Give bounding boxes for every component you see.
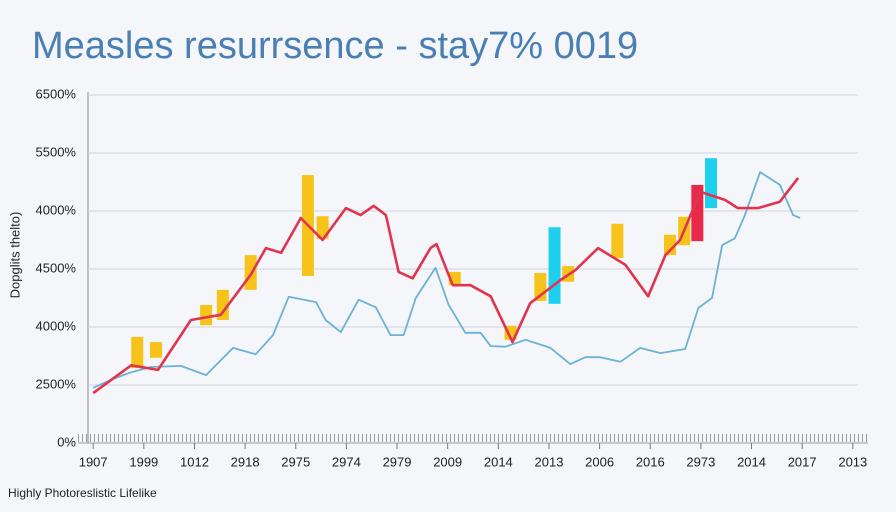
x-tick-label: 2013 [838,454,867,469]
series-line [92,171,801,389]
series-line [92,177,800,395]
x-tick-label: 1012 [180,454,209,469]
y-tick-label: 6500% [36,86,77,101]
x-tick-label: 2979 [383,454,412,469]
x-tick-label: 2017 [788,454,817,469]
footer: Highly Photoreslistic Lifelike [8,486,157,500]
x-tick-label: 2013 [535,454,564,469]
range-bar [149,342,162,358]
x-tick-label: 2974 [332,454,361,469]
range-bar [200,304,213,326]
x-tick-label: 2973 [686,454,715,469]
range-bar [216,289,229,321]
y-tick-label: 4500% [36,260,77,275]
x-tick-label: 1907 [79,454,108,469]
x-tick-label: 2016 [636,454,665,469]
range-bar [316,216,329,239]
range-bar [663,234,676,256]
y-tick-label: 4000% [36,202,77,217]
y-tick-label: 2500% [36,376,77,391]
range-bar [611,223,624,258]
range-bar [705,158,718,209]
y-tick-label: 5500% [36,144,77,159]
x-tick-label: 2014 [484,454,513,469]
x-tick-label: 2006 [585,454,614,469]
range-bar [548,227,561,304]
range-bar [691,184,704,242]
y-tick-label: 0% [57,434,76,449]
chart-title: Measles resurrsence - stay7% 0019 [32,25,638,67]
x-tick-label: 2975 [281,454,310,469]
x-tick-label: 2918 [231,454,260,469]
range-bar [131,336,144,369]
x-tick-label: 2009 [433,454,462,469]
y-tick-label: 4000% [36,318,77,333]
x-tick-label: 2014 [737,454,766,469]
x-tick-label: 1999 [129,454,158,469]
y-axis-label: Dopglits thelto) [7,212,22,299]
